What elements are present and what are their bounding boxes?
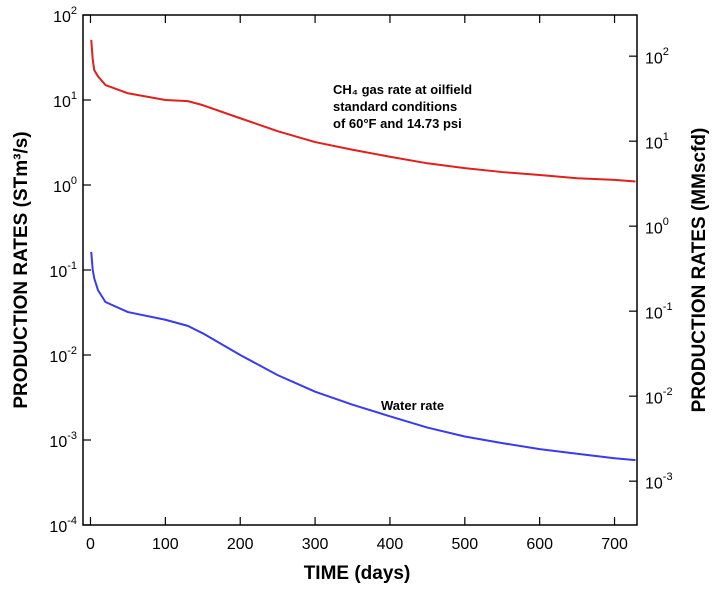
line-series	[90, 39, 636, 183]
y-tick-label: 101	[53, 90, 77, 111]
y2-tick-label: 102	[645, 46, 669, 67]
x-tick-label: 100	[152, 536, 179, 553]
x-tick-label: 500	[451, 536, 478, 553]
annotation: CH₄ gas rate at oilfield	[333, 82, 472, 97]
x-tick-label: 700	[601, 536, 628, 553]
y-tick-label: 10-2	[49, 345, 77, 366]
y2-axis-label: PRODUCTION RATES (MMscfd)	[689, 128, 710, 413]
annotation: Water rate	[381, 398, 444, 413]
y-tick-label: 10-1	[49, 260, 77, 281]
x-tick-label: 300	[302, 536, 329, 553]
x-axis-label: TIME (days)	[304, 563, 411, 584]
y-axis-label: PRODUCTION RATES (STm³/s)	[11, 131, 32, 408]
y-tick-label: 100	[53, 175, 77, 196]
annotation: standard conditions	[333, 99, 457, 114]
y2-tick-label: 101	[645, 131, 669, 152]
x-tick-label: 600	[526, 536, 553, 553]
y-tick-label: 10-3	[49, 430, 77, 451]
y2-tick-label: 10-1	[645, 301, 673, 322]
x-tick-label: 0	[86, 536, 95, 553]
y2-tick-label: 10-3	[645, 471, 673, 492]
y2-tick-label: 10-2	[645, 386, 673, 407]
annotation: of 60°F and 14.73 psi	[333, 116, 462, 131]
x-tick-label: 400	[377, 536, 404, 553]
y-tick-label: 10-4	[49, 515, 77, 536]
x-tick-label: 200	[227, 536, 254, 553]
y-tick-label: 102	[53, 5, 77, 26]
line-series	[90, 251, 636, 462]
y2-tick-label: 100	[645, 216, 669, 237]
